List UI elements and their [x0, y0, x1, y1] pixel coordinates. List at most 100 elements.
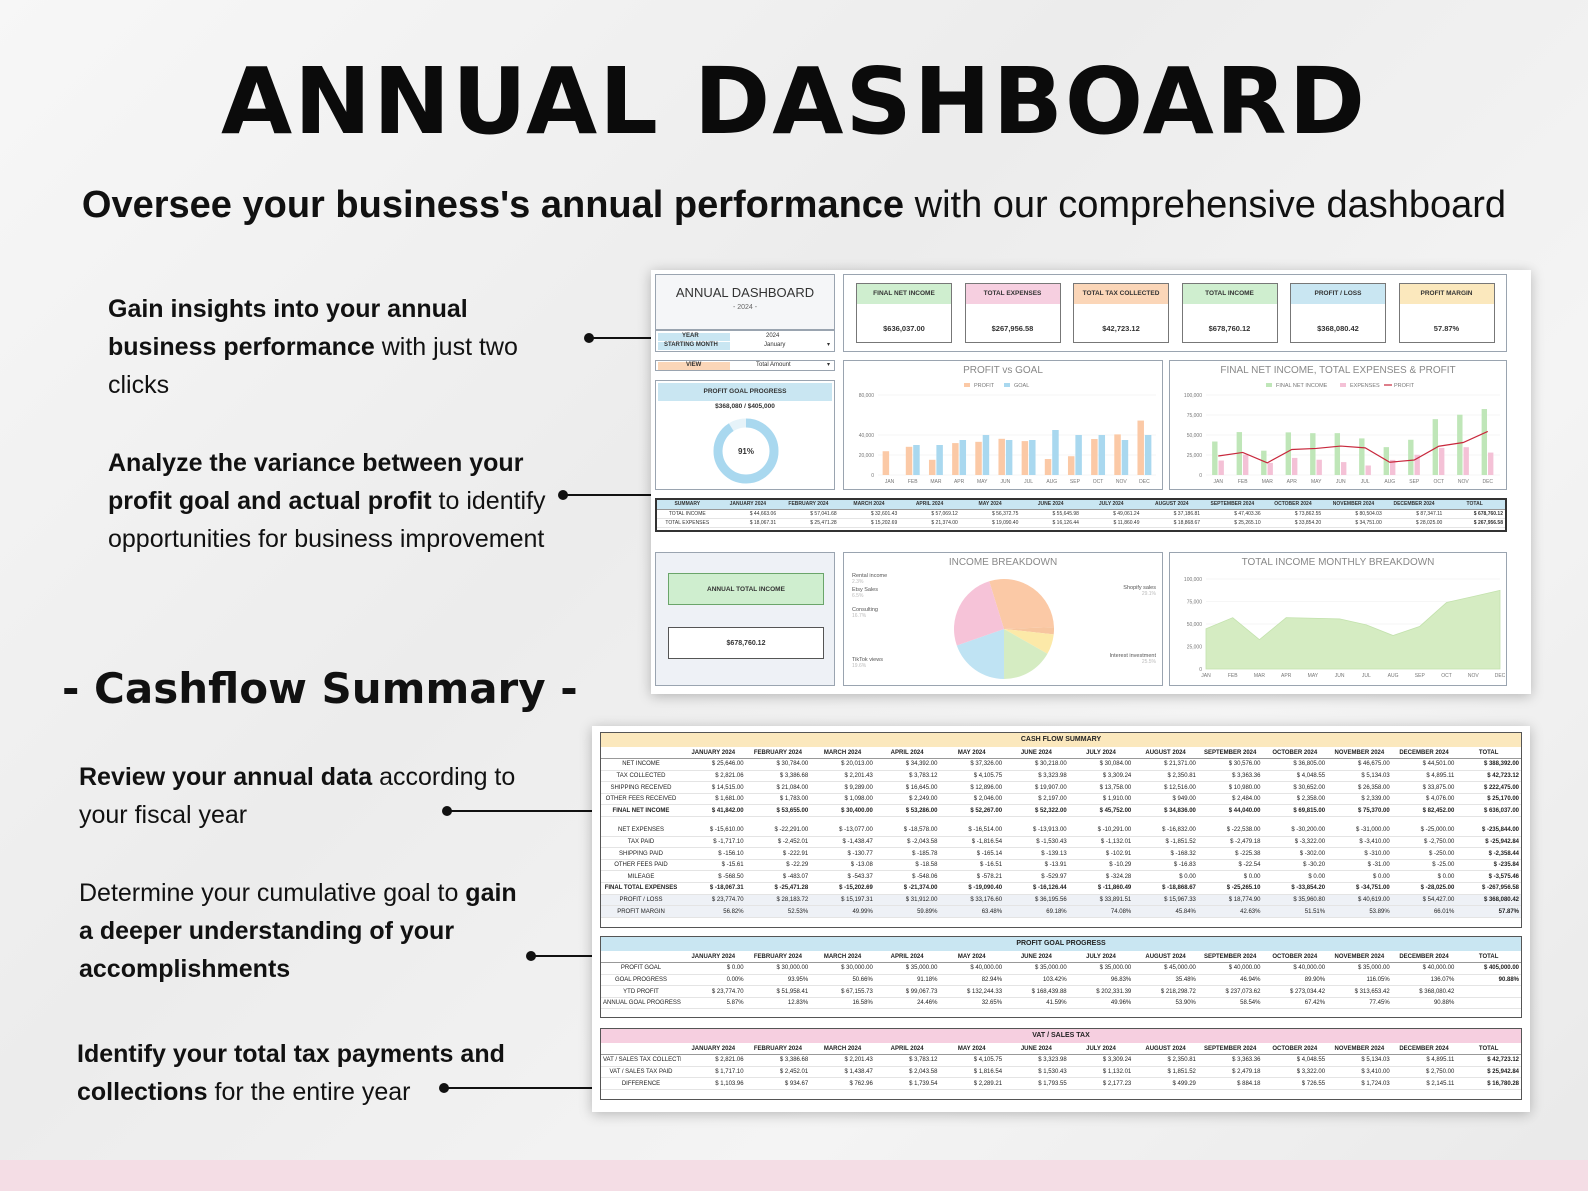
value-cell: 32.65%: [939, 997, 1005, 1010]
goal-bar: [913, 445, 920, 475]
pie-label: Shopify sales: [1123, 585, 1156, 591]
value-cell: $ 3,323.98: [1004, 770, 1069, 783]
x-tick-label: JUN: [1001, 479, 1011, 485]
spacer-row: [601, 817, 1521, 825]
value-cell: $ -267,956.58: [1456, 882, 1521, 895]
value-cell: $ 3,363.36: [1197, 1054, 1263, 1067]
value-cell: $ -25,471.28: [745, 882, 811, 895]
value-cell: $ 35,000.00: [1068, 962, 1134, 975]
y-tick-label: 100,000: [1184, 393, 1202, 399]
month-value[interactable]: January: [764, 342, 786, 348]
x-tick-label: AUG: [1384, 479, 1395, 485]
table-row: FINAL TOTAL EXPENSES $ -18,067.31 $ -25,47…: [601, 882, 1521, 895]
month-header: TOTAL: [1456, 951, 1521, 964]
income-breakdown-chart: INCOME BREAKDOWN Rental income 2.3% Etsy S…: [843, 552, 1163, 686]
expense-bar: [1267, 462, 1273, 475]
value-cell: $ -13.08: [810, 859, 875, 872]
year-month-selector[interactable]: YEAR 2024 STARTING MONTH January ▾: [655, 330, 835, 352]
value-cell: $ 45,000.00: [1133, 962, 1198, 975]
summary-row: TOTAL INCOME $ 44,663.06 $ 57,041.68 $ 32,6…: [657, 509, 1505, 519]
value-cell: $ -22.54: [1197, 859, 1263, 872]
row-label: VAT / SALES TAX PAID: [601, 1066, 681, 1079]
value-cell: $ 54,427.00: [1391, 894, 1457, 907]
chevron-down-icon[interactable]: ▾: [826, 362, 830, 368]
month-header: AUGUST 2024: [1133, 747, 1198, 760]
x-tick-label: SEP: [1415, 673, 1426, 679]
feature-rest: Determine your cumulative goal to: [79, 879, 466, 907]
month-header: DECEMBER 2024: [1391, 951, 1457, 964]
summary-cell: $ 25,471.28: [778, 518, 839, 528]
value-cell: $ 33,875.00: [1391, 781, 1457, 794]
table-row: MILEAGE $ -568.50 $ -483.07 $ -543.37 $ -548…: [601, 870, 1521, 884]
value-cell: $ 1,530.43: [1004, 1066, 1069, 1079]
value-cell: $ 218,298.72: [1133, 985, 1198, 998]
value-cell: $ 4,048.55: [1262, 770, 1328, 783]
summary-cell: $ 19,090.40: [959, 518, 1021, 528]
value-cell: 91.18%: [874, 974, 940, 987]
summary-cell: $ 16,126.44: [1020, 518, 1081, 528]
dash-year-sub: - 2024 -: [732, 304, 758, 311]
x-tick-label: AUG: [1388, 673, 1399, 679]
year-value[interactable]: 2024: [766, 333, 780, 339]
row-label: TAX PAID: [601, 836, 681, 849]
value-cell: $ 35,960.80: [1262, 894, 1328, 907]
view-selector[interactable]: VIEW Total Amount ▾: [655, 360, 835, 371]
y-tick-label: 80,000: [859, 393, 875, 399]
row-label: TAX COLLECTED: [601, 770, 681, 783]
summary-header: TOTAL: [1444, 500, 1505, 510]
cashflow-section-title: CASH FLOW SUMMARY: [601, 733, 1521, 747]
chevron-down-icon[interactable]: ▾: [826, 342, 830, 348]
value-cell: $ 1,438.47: [810, 1066, 875, 1079]
value-cell: $ 9,289.00: [810, 781, 875, 794]
value-cell: $ -15.61: [681, 859, 746, 872]
value-cell: $ 168,439.88: [1004, 985, 1069, 998]
y-tick-label: 20,000: [859, 453, 875, 459]
value-cell: $ -13,077.00: [810, 824, 875, 837]
pie-pct: 19.6%: [852, 663, 867, 669]
summary-cell: $ 34,751.00: [1323, 518, 1384, 528]
value-cell: $ 4,895.11: [1391, 770, 1457, 783]
view-value[interactable]: Total Amount: [756, 362, 791, 368]
summary-header: APRIL 2024: [899, 500, 960, 510]
profit-vs-goal-chart: PROFIT vs GOAL PROFIT GOAL 80,000 40,000 20,…: [843, 360, 1163, 490]
table-row: VAT / SALES TAX PAID $ 1,717.10 $ 2,452.01…: [601, 1066, 1521, 1079]
month-header: JANUARY 2024: [681, 951, 746, 964]
value-cell: $ -3,575.46: [1456, 870, 1521, 884]
goal-section-title: PROFIT GOAL PROGRESS: [601, 937, 1521, 951]
month-header: NOVEMBER 2024: [1327, 1043, 1392, 1056]
value-cell: $ -15,202.69: [810, 882, 875, 895]
goal-bar: [1075, 435, 1082, 475]
profit-bar: [1137, 420, 1144, 475]
value-cell: $ 40,000.00: [1391, 962, 1457, 975]
summary-cell: $ 18,067.31: [717, 518, 779, 528]
value-cell: $ 30,000.00: [810, 962, 875, 975]
value-cell: $ 13,758.00: [1068, 781, 1134, 794]
y-tick-label: 0: [1199, 473, 1202, 479]
value-cell: [1456, 985, 1521, 998]
value-cell: $ 36,195.56: [1004, 894, 1069, 907]
value-cell: $ 2,750.00: [1391, 1066, 1457, 1079]
month-header: DECEMBER 2024: [1391, 747, 1457, 760]
value-cell: $ 4,076.00: [1391, 793, 1457, 806]
x-tick-label: DEC: [1139, 479, 1150, 485]
value-cell: $ 2,249.00: [874, 793, 940, 806]
value-cell: $ -102.91: [1068, 847, 1134, 860]
value-cell: 103.42%: [1004, 974, 1069, 987]
value-cell: $ 2,046.00: [939, 793, 1005, 806]
value-cell: $ -34,751.00: [1327, 882, 1392, 895]
goal-bar: [1098, 435, 1106, 475]
dash-title-box: ANNUAL DASHBOARD - 2024 -: [655, 274, 835, 330]
subtitle-bold: Oversee your business's annual performan…: [81, 184, 905, 226]
y-tick-label: 25,000: [1187, 453, 1203, 459]
month-header: OCTOBER 2024: [1262, 1043, 1328, 1056]
summary-cell: $ 33,854.20: [1262, 518, 1324, 528]
net-chart-svg: FINAL NET INCOME EXPENSES PROFIT 100,000 75,…: [1184, 383, 1500, 485]
summary-header: SUMMARY: [657, 500, 718, 510]
cashflow-heading: - Cashflow Summary -: [62, 664, 578, 713]
month-header: JANUARY 2024: [681, 747, 746, 760]
month-header: FEBRUARY 2024: [745, 747, 811, 760]
cashflow-preview: CASH FLOW SUMMARY JANUARY 2024 FEBRUARY 2…: [592, 726, 1530, 1112]
expense-bar: [1389, 459, 1396, 475]
value-cell: $ -250.00: [1391, 847, 1457, 860]
pie-slice: [954, 581, 1004, 646]
